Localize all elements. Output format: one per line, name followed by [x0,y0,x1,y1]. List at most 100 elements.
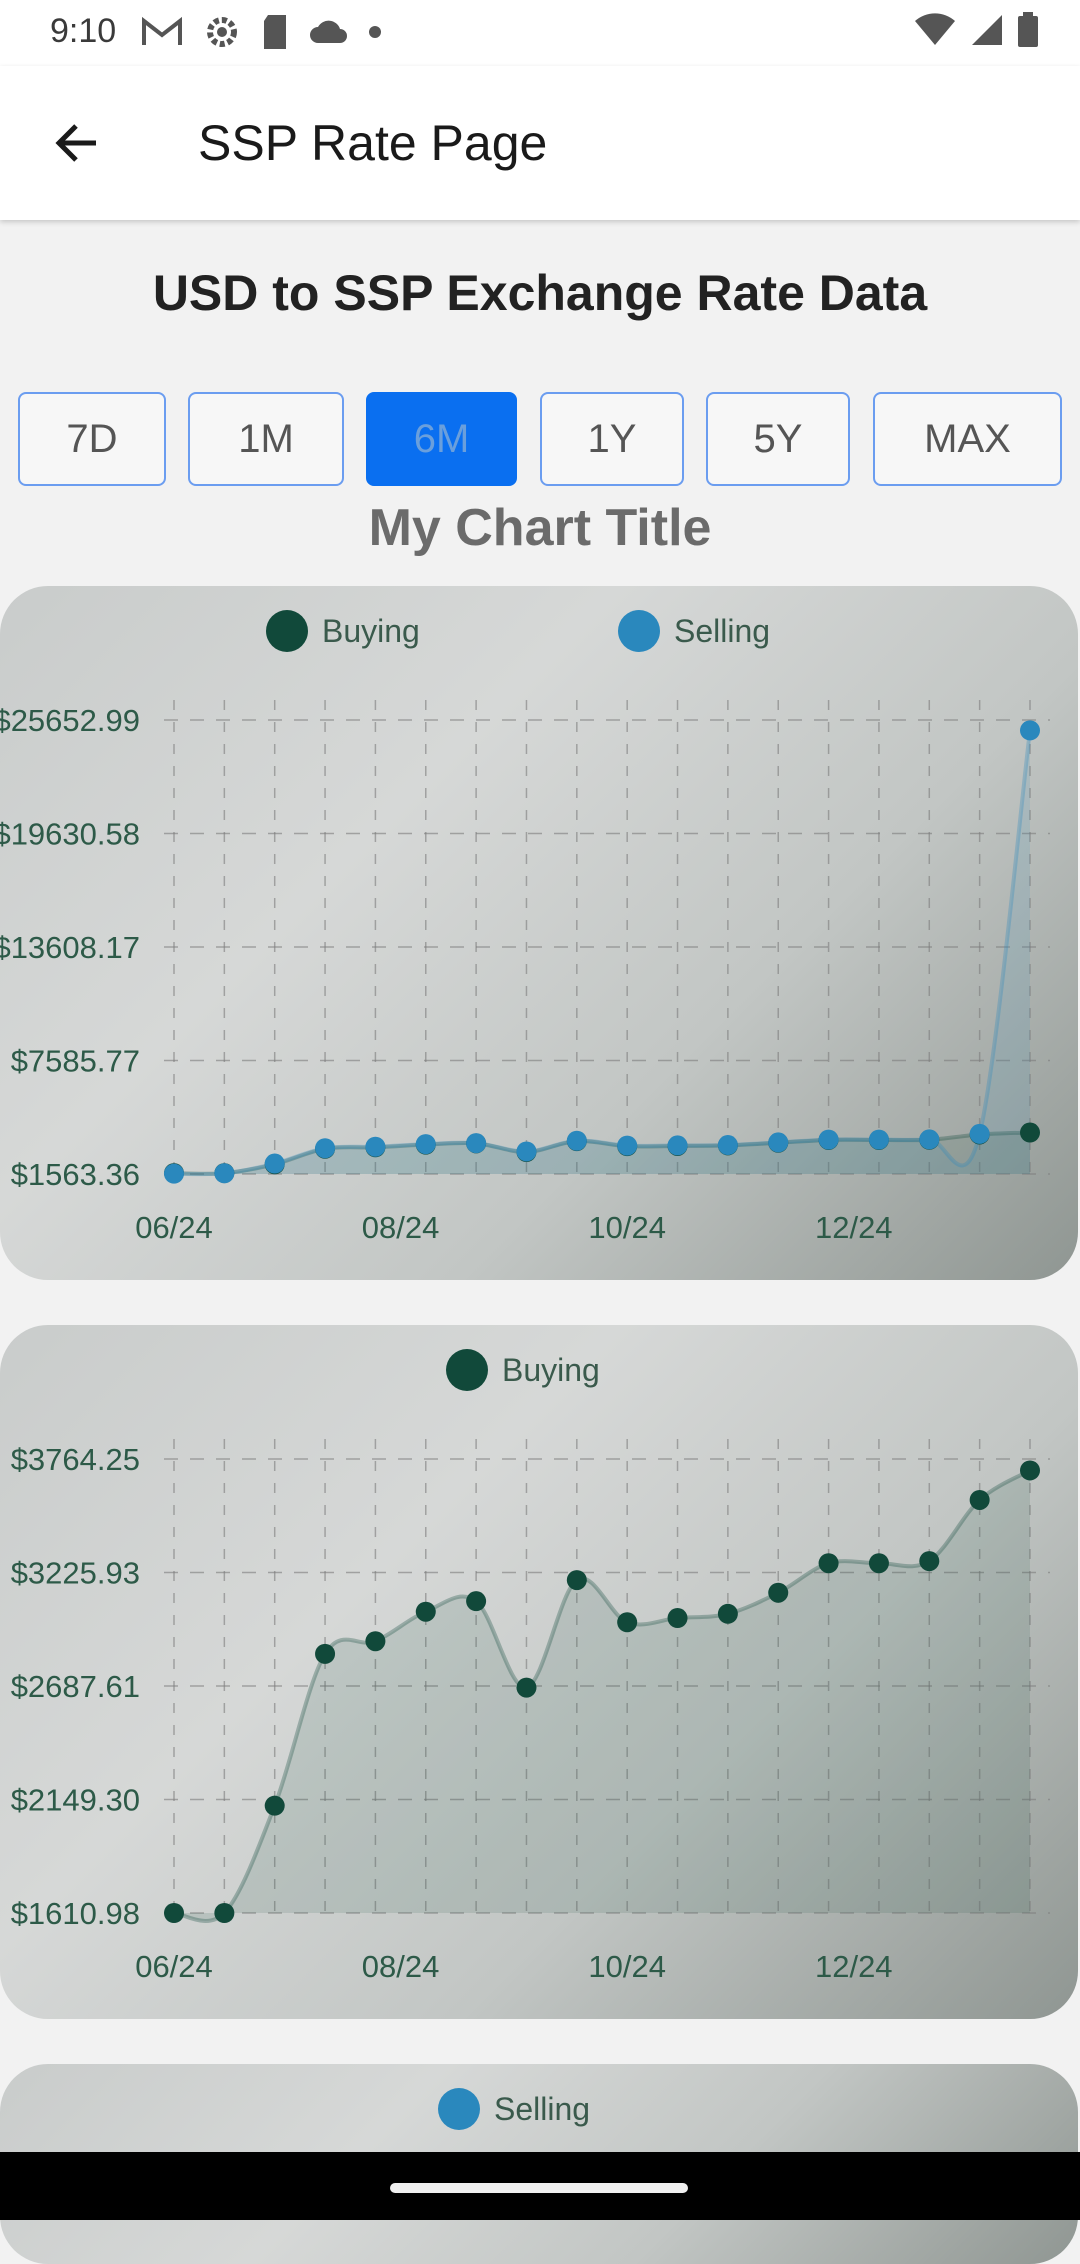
y-tick-label: $2687.61 [11,1669,140,1704]
data-point-buying[interactable] [818,1553,839,1574]
data-point-selling[interactable] [919,1129,940,1150]
data-point-buying[interactable] [566,1570,587,1591]
y-tick-label: $1610.98 [11,1896,140,1931]
y-tick-label: $1563.36 [11,1157,140,1192]
signal-icon [972,15,1002,45]
data-point-selling[interactable] [566,1130,587,1151]
x-tick-label: 12/24 [815,1210,893,1245]
data-point-selling[interactable] [667,1135,688,1156]
sd-card-icon [264,15,286,49]
data-point-selling[interactable] [466,1133,487,1154]
range-button-1y[interactable]: 1Y [540,392,684,486]
legend-dot-buying [446,1349,488,1391]
wifi-icon [915,13,955,45]
data-point-selling[interactable] [164,1163,184,1184]
dot-icon [369,26,381,38]
legend-label-buying: Buying [322,612,420,649]
data-point-buying[interactable] [919,1551,940,1572]
data-point-buying[interactable] [969,1489,990,1510]
x-tick-label: 10/24 [588,1949,666,1984]
data-point-buying[interactable] [617,1612,638,1633]
back-button[interactable] [44,110,110,176]
data-point-selling[interactable] [617,1135,638,1156]
data-point-buying[interactable] [466,1591,487,1612]
data-point-selling[interactable] [264,1153,285,1174]
data-point-selling[interactable] [717,1135,738,1156]
status-notification-icons [140,12,382,52]
x-tick-label: 10/24 [588,1210,666,1245]
status-system-icons [914,12,1040,48]
battery-icon [1018,12,1038,47]
legend-label-selling: Selling [674,612,771,649]
series-area-selling [174,730,1030,1175]
y-tick-label: $3225.93 [11,1556,140,1591]
x-tick-label: 08/24 [362,1949,440,1984]
data-point-buying[interactable] [164,1902,184,1923]
y-tick-label: $19630.58 [0,817,140,852]
legend-dot-selling [618,610,660,652]
range-button-1m[interactable]: 1M [188,392,344,486]
data-point-selling[interactable] [818,1129,839,1150]
home-gesture-bar[interactable] [390,2183,688,2193]
page-title: USD to SSP Exchange Rate Data [152,265,928,321]
range-button-5y[interactable]: 5Y [706,392,850,486]
y-tick-label: $3764.25 [11,1442,140,1477]
cloud-icon [310,20,347,43]
data-point-buying[interactable] [315,1643,336,1664]
data-point-buying[interactable] [264,1795,285,1816]
data-point-selling[interactable] [315,1138,336,1159]
data-point-buying[interactable] [516,1677,537,1698]
chart-card-buying: Buying $3764.25 $3225.93 $2687.61 $2149.30 $… [0,1325,1078,2019]
x-tick-label: 08/24 [362,1210,440,1245]
data-point-buying[interactable] [415,1601,436,1622]
legend-item-buying-2[interactable]: Buying [446,1349,600,1391]
data-point-buying[interactable] [1020,1122,1040,1143]
range-button-6m[interactable]: 6M [366,392,517,486]
settings-icon [207,17,237,47]
chart-card-combined: Buying Selling $25652.99 $19630.58 $13608.… [0,586,1078,1280]
x-tick-label: 06/24 [135,1949,213,1984]
chart-buying-plot: $3764.25 $3225.93 $2687.61 $2149.30 $1610.98… [11,1439,1050,1984]
x-tick-label: 12/24 [815,1949,893,1984]
y-tick-label: $25652.99 [0,703,140,738]
data-point-buying[interactable] [868,1553,889,1574]
data-point-selling[interactable] [969,1123,990,1144]
legend-item-selling-3[interactable]: Selling [438,2088,590,2130]
legend-dot-selling [438,2088,480,2130]
range-button-max[interactable]: MAX [873,392,1062,486]
legend-dot-buying [266,610,308,652]
series-area-buying [174,1470,1030,1921]
data-point-selling[interactable] [516,1141,537,1162]
data-point-selling[interactable] [1020,720,1040,741]
legend-label-selling: Selling [494,2090,591,2127]
y-tick-label: $13608.17 [0,930,140,965]
series-line-selling [173,730,1032,1177]
series-area-buying [174,1132,1030,1174]
data-point-buying[interactable] [717,1603,738,1624]
legend-item-selling[interactable]: Selling [618,610,770,652]
y-tick-label: $7585.77 [11,1044,140,1079]
data-point-buying[interactable] [214,1902,235,1923]
data-point-selling[interactable] [868,1129,889,1150]
status-time: 9:10 [50,12,117,50]
arrow-left-icon [55,124,96,162]
legend-item-buying[interactable]: Buying [266,610,420,652]
data-point-buying[interactable] [1020,1460,1040,1481]
y-tick-label: $2149.30 [11,1782,140,1817]
data-point-selling[interactable] [415,1134,436,1155]
range-button-7d[interactable]: 7D [18,392,166,486]
chart-title: My Chart Title [368,499,712,557]
app-bar: SSP Rate Page [0,66,1080,220]
legend-label-buying: Buying [502,1351,600,1388]
data-point-selling[interactable] [214,1163,235,1184]
gmail-icon [142,16,182,45]
data-point-buying[interactable] [365,1631,386,1652]
data-point-selling[interactable] [365,1136,386,1157]
appbar-title: SSP Rate Page [198,115,548,171]
data-point-buying[interactable] [768,1582,789,1603]
x-tick-label: 06/24 [135,1210,213,1245]
chart-combined-plot: $25652.99 $19630.58 $13608.17 $7585.77 $1563… [0,700,1050,1245]
status-bar: 9:10 [0,0,1080,66]
data-point-buying[interactable] [667,1608,688,1629]
data-point-selling[interactable] [768,1132,789,1153]
